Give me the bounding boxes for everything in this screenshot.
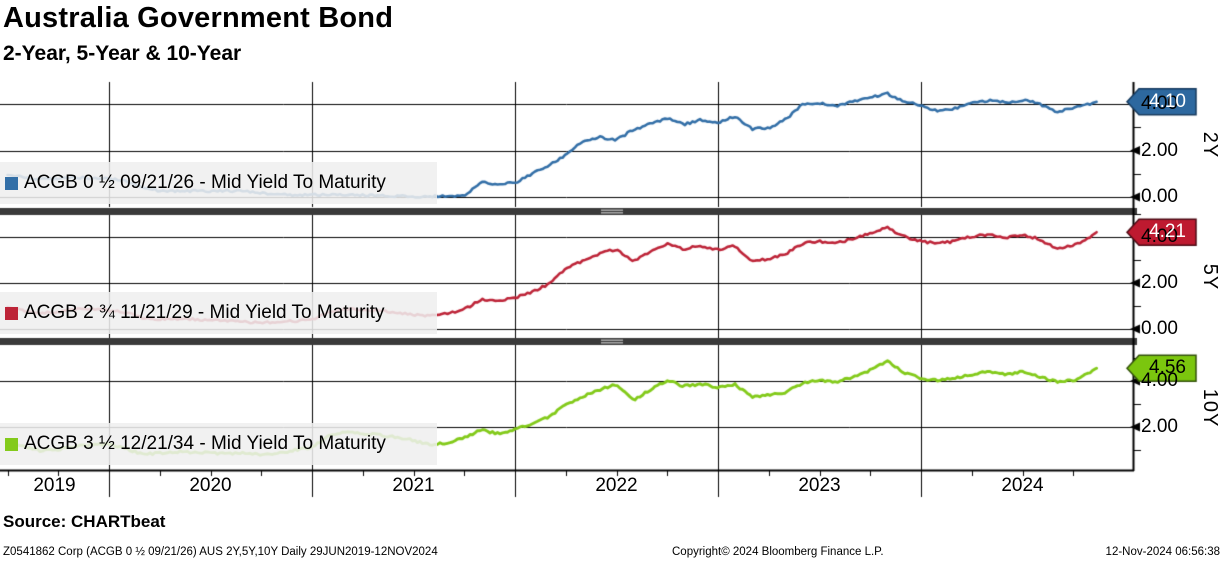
last-value-badge-5y: 4.21 — [1149, 221, 1186, 243]
source-label: Source: CHARTbeat — [3, 512, 166, 531]
x-tick-label-2020: 2020 — [189, 475, 232, 496]
legend-label-10y: ACGB 3 ½ 12/21/34 - Mid Yield To Maturit… — [24, 433, 386, 454]
legend-label-5y: ACGB 2 ¾ 11/21/29 - Mid Yield To Maturit… — [24, 302, 385, 323]
page-title: Australia Government Bond — [3, 2, 394, 34]
legend-item-5y[interactable]: ACGB 2 ¾ 11/21/29 - Mid Yield To Maturit… — [0, 292, 437, 334]
footer-security-info: Z0541862 Corp (ACGB 0 ½ 09/21/26) AUS 2Y… — [3, 546, 438, 558]
y-tick-label-5y: 4.00 — [1141, 226, 1178, 248]
y-tick-label-2y: 4.00 — [1141, 93, 1178, 115]
legend-label-2y: ACGB 0 ½ 09/21/26 - Mid Yield To Maturit… — [24, 172, 386, 193]
x-tick-label-2022: 2022 — [595, 475, 638, 496]
legend-swatch-2y — [5, 176, 18, 190]
legend-item-10y[interactable]: ACGB 3 ½ 12/21/34 - Mid Yield To Maturit… — [0, 423, 437, 465]
axis-title-5y: 5Y — [1199, 263, 1221, 290]
last-value-badge-2y: 4.10 — [1149, 90, 1186, 112]
x-tick-label-2021: 2021 — [392, 475, 435, 496]
legend-item-2y[interactable]: ACGB 0 ½ 09/21/26 - Mid Yield To Maturit… — [0, 162, 437, 204]
y-tick-label-10y: 2.00 — [1141, 416, 1178, 438]
last-value-badge-10y: 4.56 — [1149, 357, 1186, 379]
footer-copyright: Copyright© 2024 Bloomberg Finance L.P. — [672, 546, 884, 558]
panel-resize-handle-1[interactable] — [582, 205, 642, 218]
x-tick-label-2024: 2024 — [1001, 475, 1044, 496]
page-subtitle: 2-Year, 5-Year & 10-Year — [3, 42, 242, 65]
y-tick-label-5y: 0.00 — [1141, 318, 1178, 340]
x-tick-label-2019: 2019 — [33, 475, 76, 496]
footer-timestamp: 12-Nov-2024 06:56:38 — [1105, 546, 1220, 558]
y-tick-label-2y: 2.00 — [1141, 139, 1178, 161]
legend-swatch-10y — [5, 437, 18, 451]
y-tick-label-2y: 0.00 — [1141, 186, 1178, 207]
legend-swatch-5y — [5, 306, 18, 320]
y-tick-label-5y: 2.00 — [1141, 272, 1178, 294]
x-tick-label-2023: 2023 — [798, 475, 841, 496]
panel-resize-handle-2[interactable] — [582, 335, 642, 348]
axis-title-2y: 2Y — [1199, 131, 1221, 158]
axis-title-10y: 10Y — [1199, 388, 1221, 427]
y-tick-label-10y: 4.00 — [1141, 370, 1178, 392]
